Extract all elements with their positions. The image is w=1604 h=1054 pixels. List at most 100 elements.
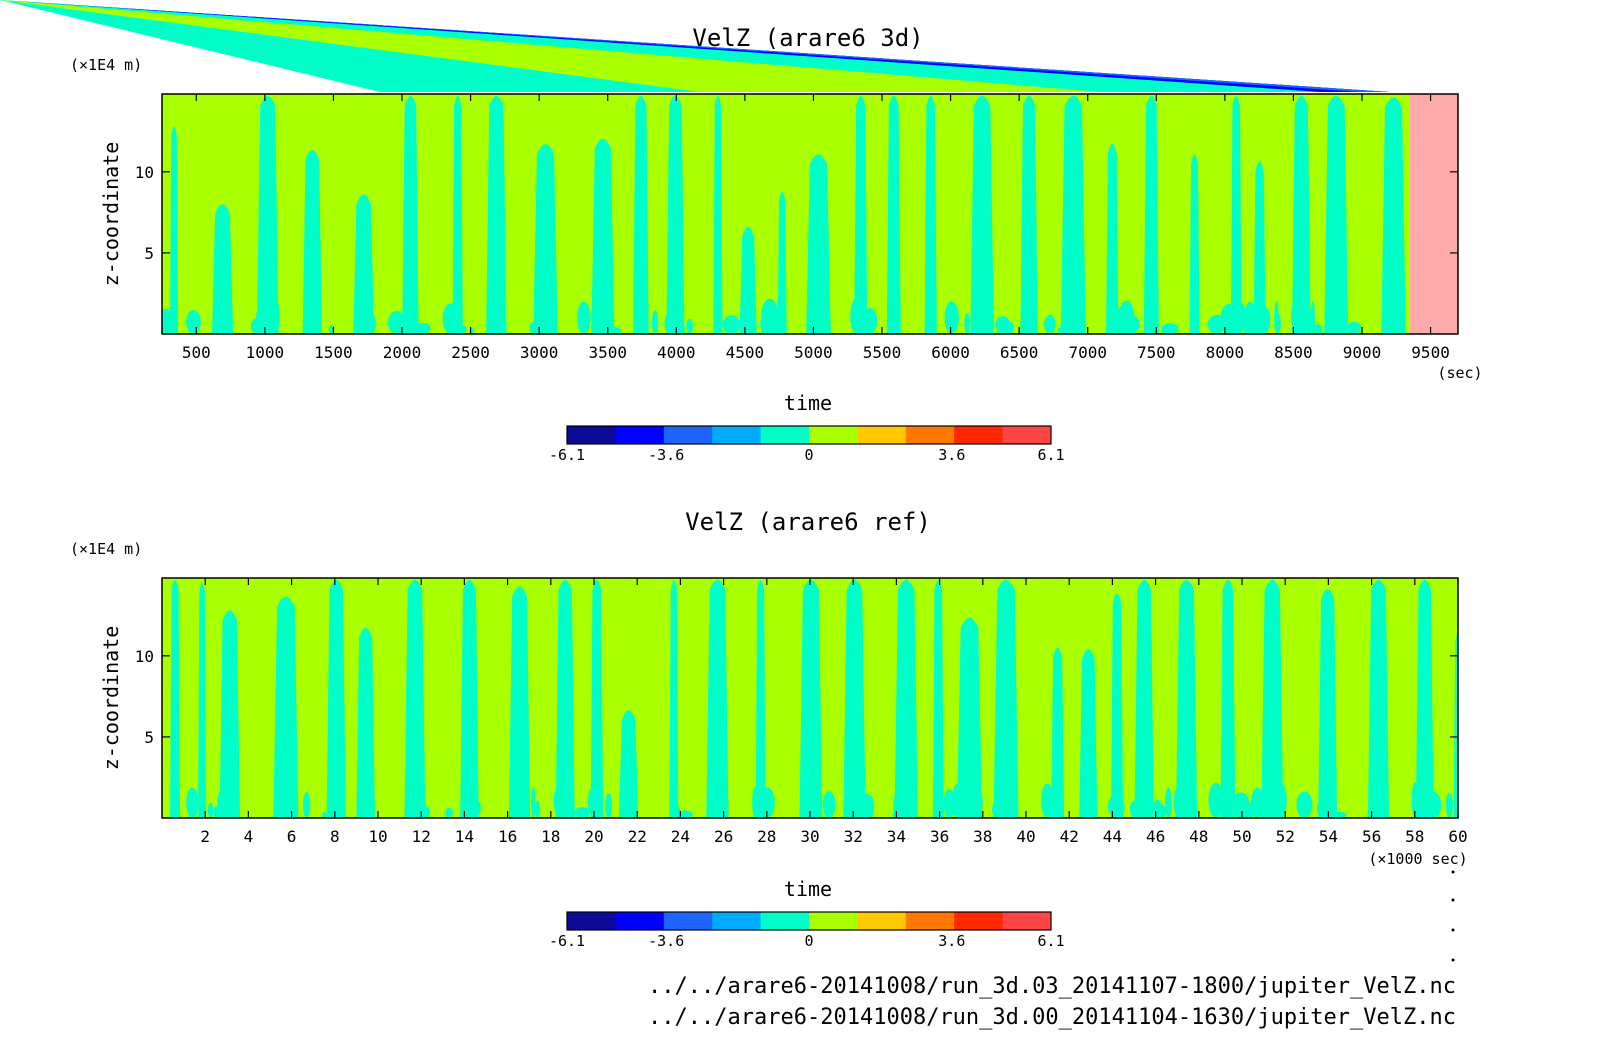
velocity-blob [1296, 791, 1313, 818]
velocity-blob [944, 301, 959, 334]
velocity-blob [587, 785, 601, 818]
velocity-plume [1079, 649, 1098, 818]
colorbar-cell [809, 426, 858, 444]
y-unit: (×1E4 m) [70, 540, 142, 558]
colorbar-cell [712, 426, 762, 444]
velocity-blob [1338, 323, 1346, 334]
velocity-blob [981, 317, 994, 334]
velocity-plume [211, 204, 234, 334]
velocity-blob [250, 318, 261, 334]
velocity-blob [418, 322, 431, 334]
colorbar-tick-label: 3.6 [938, 932, 965, 950]
x-tick-label: 500 [182, 343, 211, 362]
velocity-plume [1261, 580, 1284, 818]
velocity-plume [555, 580, 575, 818]
velocity-blob [274, 799, 287, 818]
velocity-plume [854, 96, 868, 334]
colorbar-cell [615, 912, 665, 930]
velocity-plume [402, 96, 419, 334]
velocity-plume [1051, 647, 1065, 818]
chart-title: VelZ (arare6 ref) [685, 508, 931, 536]
colorbar-cell [857, 912, 907, 930]
velocity-plume [273, 596, 299, 818]
x-tick-label: 9500 [1411, 343, 1450, 362]
colorbar-tick-label: -3.6 [648, 932, 684, 950]
velocity-plume [1143, 96, 1159, 334]
x-tick-label: 42 [1060, 827, 1079, 846]
x-tick-label: 26 [714, 827, 733, 846]
velocity-blob [992, 801, 1002, 818]
velocity-blob [1256, 305, 1271, 334]
velocity-plume [590, 580, 604, 818]
colorbar-cell [663, 426, 713, 444]
colorbar-cell [1002, 426, 1052, 444]
velocity-blob [1445, 792, 1453, 818]
velocity-blob [1411, 782, 1420, 818]
overflow-artifact [0, 0, 1390, 92]
x-tick-label: 4500 [726, 343, 765, 362]
velocity-blob [186, 787, 199, 818]
velocity-plume [806, 154, 831, 334]
x-axis-label: time [784, 877, 832, 901]
velocity-plume [1324, 96, 1349, 334]
velocity-blob [605, 792, 613, 818]
colorbar-tick-label: -3.6 [648, 446, 684, 464]
velocity-blob [964, 313, 971, 334]
velocity-blob [1244, 301, 1257, 334]
x-tick-label: 46 [1146, 827, 1165, 846]
velocity-plume [256, 96, 279, 334]
velocity-blob [470, 799, 481, 818]
velocity-plume [198, 583, 207, 818]
velocity-blob [1173, 785, 1185, 818]
velocity-blob [265, 309, 270, 334]
velocity-blob [535, 800, 541, 818]
velocity-blob [1274, 301, 1279, 334]
velocity-blob [529, 321, 541, 334]
colorbar: -6.1 -3.6 0 3.6 6.1 [549, 911, 1065, 950]
x-tick-label: 18 [541, 827, 560, 846]
velocity-blob [217, 788, 230, 818]
velocity-plume [170, 580, 181, 818]
velocity-blob [1425, 791, 1442, 818]
velocity-blob [1143, 793, 1152, 818]
x-tick-label: 58 [1405, 827, 1424, 846]
velocity-blob [1124, 314, 1140, 334]
velocity-blob [362, 312, 376, 334]
velocity-plume [755, 580, 766, 818]
x-tick-label: 6500 [1000, 343, 1039, 362]
velocity-plume [666, 96, 685, 334]
x-tick-label: 3000 [520, 343, 559, 362]
y-axis-label: z-coordinate [99, 142, 123, 287]
velocity-plume [1111, 593, 1124, 818]
velocity-blob [531, 786, 536, 818]
x-tick-label: 5000 [794, 343, 833, 362]
x-tick-label: 22 [628, 827, 647, 846]
velocity-blob [759, 787, 775, 818]
velocity-plume [452, 96, 463, 334]
velocity-plume [1381, 97, 1406, 334]
velocity-plume [669, 580, 679, 818]
velocity-plume [533, 144, 558, 334]
velocity-blob [761, 298, 779, 334]
x-tick-label: 14 [455, 827, 474, 846]
velocity-blob [513, 808, 522, 818]
velocity-plume [1230, 96, 1242, 334]
x-tick-label: 38 [973, 827, 992, 846]
x-tick-label: 44 [1103, 827, 1122, 846]
colorbar-cell [954, 426, 1004, 444]
velocity-blob [1207, 314, 1226, 334]
velocity-plume [353, 194, 375, 334]
colorbar-cell [905, 912, 955, 930]
velocity-blob [367, 808, 375, 818]
velocity-plume [970, 96, 994, 334]
velocity-plume [170, 126, 179, 334]
colorbar-frame [566, 911, 1052, 931]
colorbar: -6.1 -3.6 0 3.6 6.1 [549, 425, 1065, 464]
colorbar-cell [567, 426, 616, 444]
velocity-blob [1129, 800, 1142, 818]
velocity-plume [404, 580, 426, 818]
x-tick-label: 52 [1276, 827, 1295, 846]
colorbar-frame [566, 425, 1052, 445]
velocity-plume [1020, 96, 1038, 334]
velocity-blob [805, 790, 814, 818]
